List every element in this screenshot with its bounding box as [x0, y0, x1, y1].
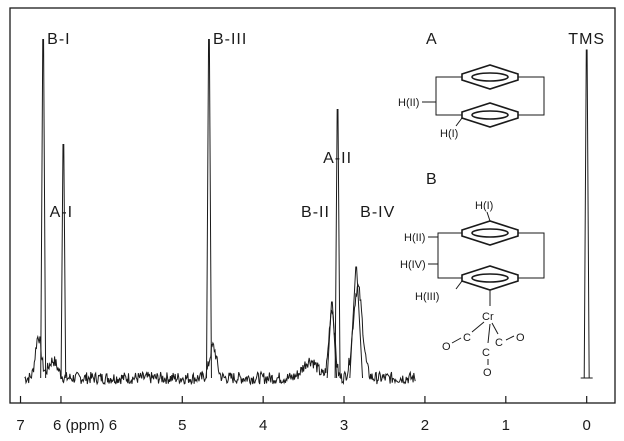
x-tick-label-4: 3	[340, 417, 348, 434]
structure-b-co3-bond	[487, 323, 491, 344]
structure-b-co2-o: O	[516, 332, 525, 344]
structure-b-top-ring-inner	[471, 228, 509, 238]
x-tick-label-5: 2	[421, 417, 429, 434]
structure-a-h2-label: H(II)	[398, 97, 419, 109]
structure-b-h4-label: H(IV)	[400, 259, 426, 271]
x-tick-label-2: 5	[178, 417, 186, 434]
structure-a-top-ring	[461, 64, 519, 90]
peak-b-i	[40, 39, 47, 379]
peak-label-b-iii: B-III	[213, 31, 247, 48]
plot-frame	[9, 7, 616, 404]
structure-b-co2-bond	[491, 322, 499, 335]
structure-b-co2-ox-bond	[505, 335, 515, 341]
structure-b-top-ring	[461, 220, 519, 246]
peak-b-ii	[326, 301, 338, 379]
peak-a-ii	[334, 109, 341, 379]
x-tick-label-1: 6 (ppm) 6	[53, 417, 117, 434]
structure-b-h3-bond	[455, 280, 463, 290]
peak-label-b-ii: B-II	[301, 204, 330, 221]
structure-a-h1-bond	[455, 117, 463, 127]
structure-b-label: B	[426, 171, 438, 188]
peak-label-b-iv: B-IV	[360, 204, 395, 221]
x-axis-tick-labels: 7 6 (ppm) 6 5 4 3 2 1 0	[16, 417, 591, 434]
structure-b-bottom-ring-inner	[471, 273, 509, 283]
structure-b-co1-o: O	[442, 341, 451, 353]
baseline-trace	[24, 283, 416, 386]
structure-a-right-bridge	[518, 76, 545, 116]
structure-b-h1-bond	[486, 211, 491, 222]
structure-a-bottom-ring-inner	[471, 110, 509, 120]
structure-b-co1-c: C	[463, 332, 471, 344]
structure-b-cr-label: Cr	[482, 311, 494, 323]
peak-label-tms: TMS	[568, 31, 605, 48]
peak-a-i	[60, 144, 67, 379]
peak-lines	[40, 39, 593, 379]
x-tick-label-7: 0	[583, 417, 591, 434]
peak-b-iv	[349, 266, 364, 379]
structure-b-co2-c: C	[495, 337, 503, 349]
structure-b-co1-ox-bond	[451, 337, 462, 344]
structure-a-label: A	[426, 31, 438, 48]
x-tick-label-0: 7	[16, 417, 24, 434]
structure-b-h3-label: H(III)	[415, 291, 439, 303]
structure-a: A H(II) H(I)	[398, 31, 545, 140]
structure-b-co3-o: O	[483, 367, 492, 379]
structure-a-left-bridge	[435, 76, 462, 116]
peak-label-a-i: A-I	[50, 204, 73, 221]
structure-b-right-bridge	[518, 232, 545, 279]
structure-b-left-bridge	[437, 232, 462, 279]
structure-b-h2-label: H(II)	[404, 232, 425, 244]
peak-label-b-i: B-I	[47, 31, 70, 48]
structure-a-h1-label: H(I)	[440, 128, 458, 140]
structure-b-bottom-ring	[461, 265, 519, 291]
baseline-noise	[24, 283, 416, 386]
structure-b: B H(I) H(II) H(IV) H(III) Cr C O C O C O	[400, 171, 545, 379]
peak-tms	[583, 49, 590, 379]
structure-b-h1-label: H(I)	[475, 200, 493, 212]
x-axis-ticks	[19, 396, 588, 403]
peak-label-a-ii: A-II	[323, 150, 352, 167]
peak-b-iii	[206, 39, 212, 379]
structure-a-bottom-ring	[461, 102, 519, 128]
structure-b-co1-bond	[471, 321, 485, 333]
x-tick-label-3: 4	[259, 417, 267, 434]
structure-a-top-ring-inner	[471, 72, 509, 82]
structure-b-co3-c: C	[482, 347, 490, 359]
x-tick-label-6: 1	[502, 417, 510, 434]
peak-labels: B-I B-III A-II A-I B-II B-IV TMS	[47, 31, 605, 221]
